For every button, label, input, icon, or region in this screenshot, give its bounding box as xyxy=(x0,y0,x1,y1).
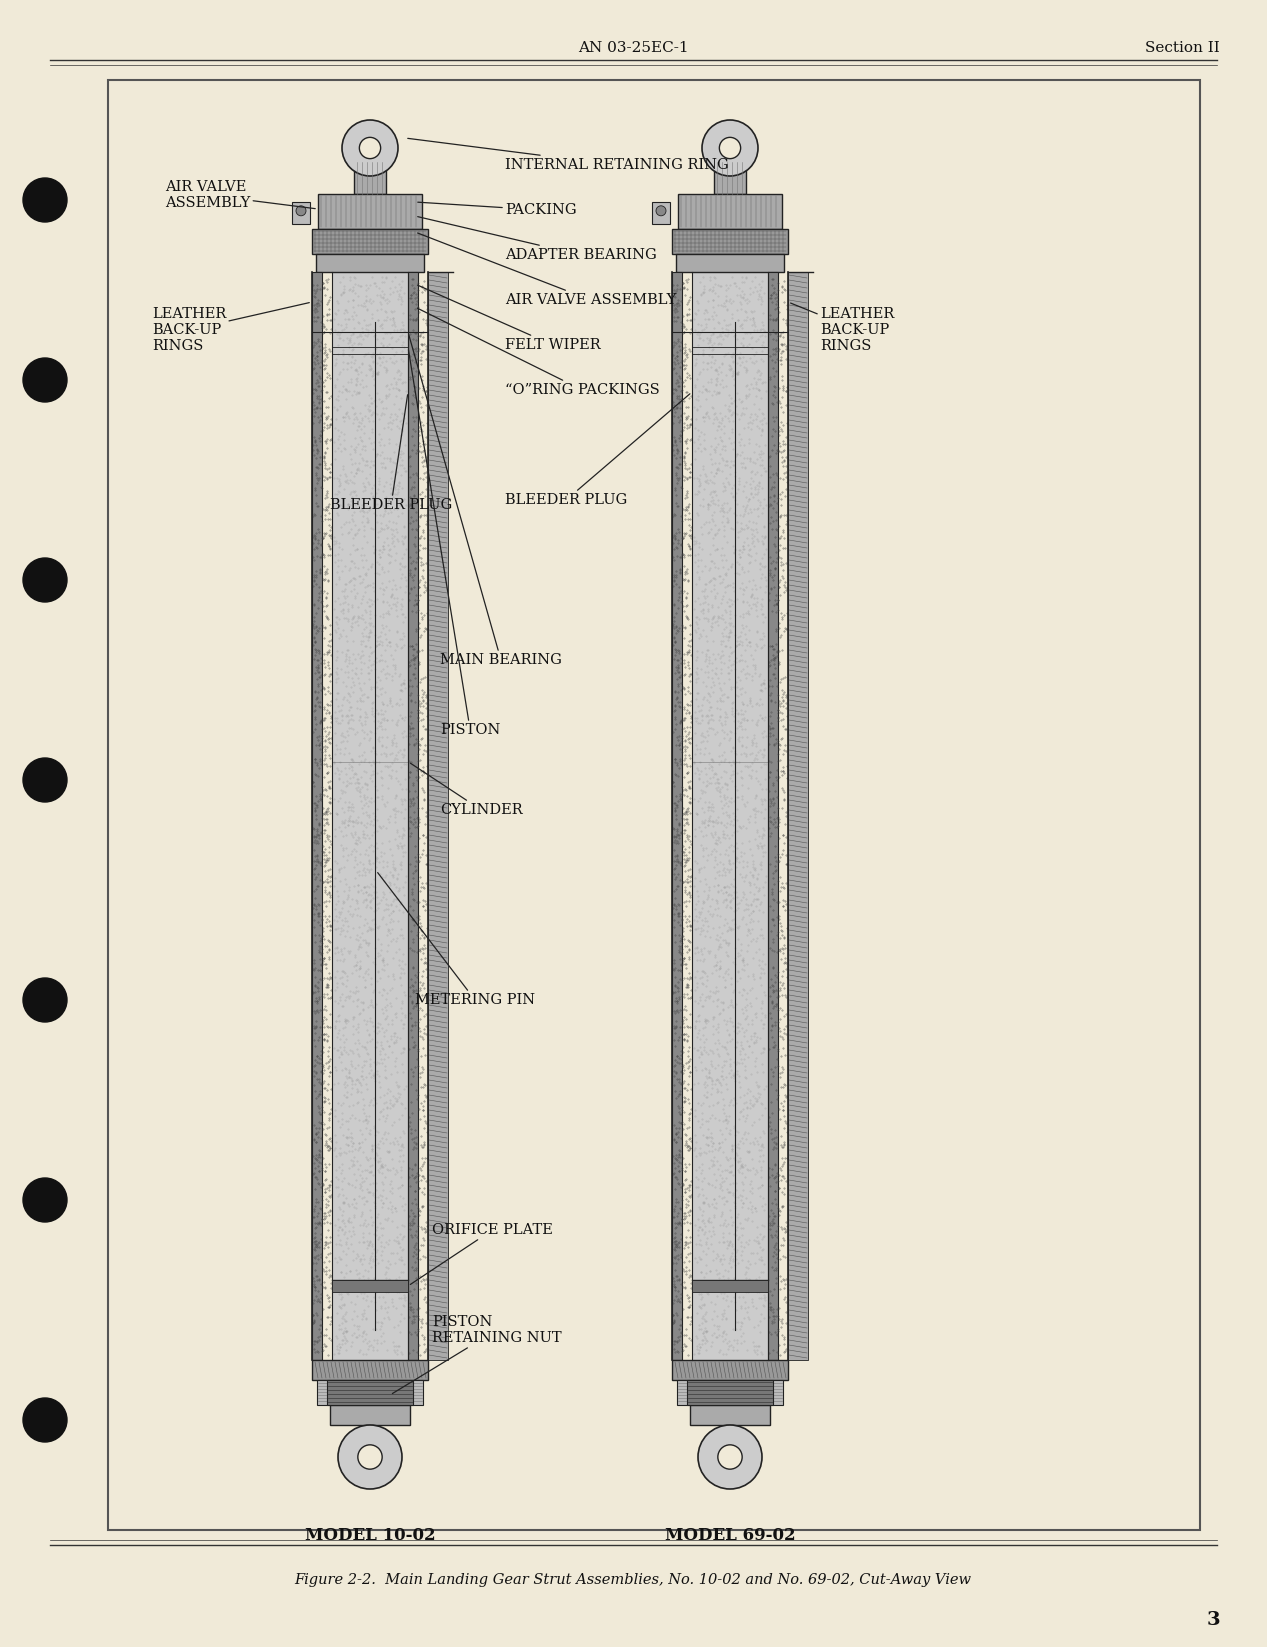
Circle shape xyxy=(718,1444,742,1469)
Text: AN 03-25EC-1: AN 03-25EC-1 xyxy=(578,41,688,54)
Circle shape xyxy=(23,1178,67,1222)
Circle shape xyxy=(23,758,67,802)
Text: PACKING: PACKING xyxy=(418,203,576,217)
Text: Section II: Section II xyxy=(1145,41,1220,54)
Text: METERING PIN: METERING PIN xyxy=(378,873,535,1006)
Bar xyxy=(291,203,310,224)
Text: “O”RING PACKINGS: “O”RING PACKINGS xyxy=(418,308,660,397)
Bar xyxy=(332,1280,408,1291)
Bar xyxy=(678,194,782,229)
Bar xyxy=(672,272,682,1360)
Circle shape xyxy=(360,137,380,158)
Text: Figure 2-2.  Main Landing Gear Strut Assemblies, No. 10-02 and No. 69-02, Cut-Aw: Figure 2-2. Main Landing Gear Strut Asse… xyxy=(294,1573,972,1588)
Text: MODEL 69-02: MODEL 69-02 xyxy=(665,1527,796,1543)
Bar xyxy=(327,1380,413,1405)
Circle shape xyxy=(23,978,67,1023)
Circle shape xyxy=(23,558,67,603)
Text: ORIFICE PLATE: ORIFICE PLATE xyxy=(411,1224,552,1285)
Text: AIR VALVE ASSEMBLY: AIR VALVE ASSEMBLY xyxy=(418,232,677,306)
Bar xyxy=(653,203,670,224)
Bar xyxy=(312,272,322,1360)
Text: MAIN BEARING: MAIN BEARING xyxy=(409,334,561,667)
Bar xyxy=(677,254,784,272)
Circle shape xyxy=(702,120,758,176)
Bar xyxy=(672,1360,788,1380)
Bar xyxy=(318,194,422,229)
Bar xyxy=(353,161,386,194)
Bar xyxy=(692,272,768,1360)
Circle shape xyxy=(338,1425,402,1489)
Bar xyxy=(768,272,778,1360)
Bar xyxy=(677,1380,783,1405)
Bar xyxy=(428,272,449,1360)
Circle shape xyxy=(23,1398,67,1443)
Circle shape xyxy=(296,206,307,216)
Bar xyxy=(108,81,1200,1530)
Bar xyxy=(312,229,428,254)
Text: INTERNAL RETAINING RING: INTERNAL RETAINING RING xyxy=(408,138,729,171)
Text: MODEL 10-02: MODEL 10-02 xyxy=(304,1527,436,1543)
Bar xyxy=(408,272,418,1360)
Text: CYLINDER: CYLINDER xyxy=(411,763,522,817)
Bar xyxy=(317,1380,423,1405)
Text: PISTON
RETAINING NUT: PISTON RETAINING NUT xyxy=(393,1314,561,1393)
Bar xyxy=(687,1380,773,1405)
Bar xyxy=(672,229,788,254)
Text: LEATHER
BACK-UP
RINGS: LEATHER BACK-UP RINGS xyxy=(152,303,309,352)
Text: FELT WIPER: FELT WIPER xyxy=(418,285,601,352)
Text: 3: 3 xyxy=(1206,1611,1220,1629)
Bar xyxy=(788,272,808,1360)
Bar xyxy=(332,272,408,1360)
Bar xyxy=(315,254,424,272)
Text: AIR VALVE
ASSEMBLY: AIR VALVE ASSEMBLY xyxy=(165,180,315,211)
Circle shape xyxy=(23,178,67,222)
Circle shape xyxy=(656,206,666,216)
Text: ADAPTER BEARING: ADAPTER BEARING xyxy=(418,217,656,262)
Bar xyxy=(312,1360,428,1380)
Circle shape xyxy=(698,1425,761,1489)
Bar xyxy=(715,161,746,194)
Bar xyxy=(329,1405,411,1425)
Text: BLEEDER PLUG: BLEEDER PLUG xyxy=(506,394,691,507)
Circle shape xyxy=(342,120,398,176)
Circle shape xyxy=(357,1444,383,1469)
Text: LEATHER
BACK-UP
RINGS: LEATHER BACK-UP RINGS xyxy=(791,303,895,352)
Circle shape xyxy=(23,357,67,402)
Text: BLEEDER PLUG: BLEEDER PLUG xyxy=(329,395,452,512)
Text: PISTON: PISTON xyxy=(408,349,500,736)
Bar xyxy=(691,1405,770,1425)
Bar xyxy=(692,1280,768,1291)
Circle shape xyxy=(720,137,741,158)
